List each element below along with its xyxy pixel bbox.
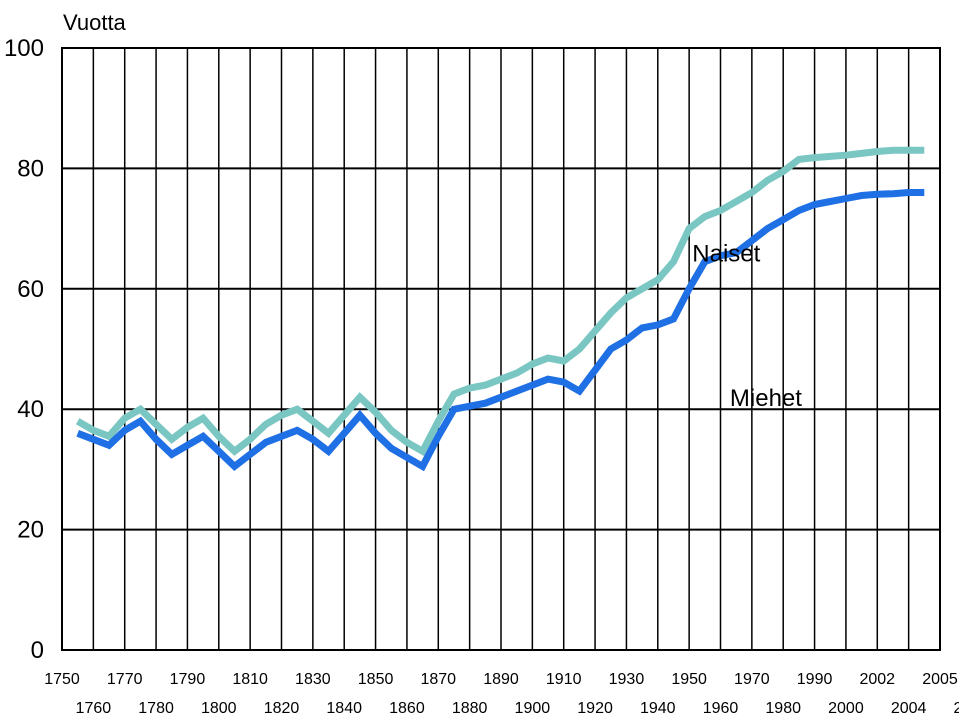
x-tick-label: 2004 xyxy=(891,700,927,717)
y-tick-label: 20 xyxy=(17,517,44,544)
x-tick-label: 2002 xyxy=(859,671,895,688)
x-tick-label: 1870 xyxy=(420,671,456,688)
chart-grid xyxy=(61,47,941,651)
chart-series xyxy=(75,146,925,472)
y-tick-label: 100 xyxy=(4,35,44,62)
x-tick-label: 1830 xyxy=(295,671,331,688)
x-tick-label: 1820 xyxy=(264,700,300,717)
x-tick-label: 1850 xyxy=(358,671,394,688)
series-line-miehet xyxy=(76,189,925,472)
x-tick-label: 1960 xyxy=(703,700,739,717)
series-annotation-label: Naiset xyxy=(692,241,760,268)
x-axis-ticks: 1750 1770 1790 1810 1830 1850 1870 1890 1910 1930… xyxy=(44,671,959,717)
y-tick-label: 80 xyxy=(17,155,44,182)
x-tick-label: 1800 xyxy=(201,700,237,717)
x-tick-label: 1810 xyxy=(232,671,268,688)
x-tick-label: 1890 xyxy=(483,671,519,688)
x-tick-label: 1790 xyxy=(170,671,206,688)
y-axis-label: Vuotta xyxy=(63,10,127,35)
x-tick-label: 2005 xyxy=(922,671,958,688)
x-tick-label: 2006 xyxy=(954,700,959,717)
x-tick-label: 1950 xyxy=(671,671,707,688)
x-tick-label: 1860 xyxy=(389,700,425,717)
series-line-naiset xyxy=(75,146,925,457)
x-tick-label: 1980 xyxy=(765,700,801,717)
x-tick-label: 1760 xyxy=(76,700,112,717)
x-tick-label: 1780 xyxy=(138,700,174,717)
x-tick-label: 1940 xyxy=(640,700,676,717)
x-tick-label: 1930 xyxy=(609,671,645,688)
x-tick-label: 1910 xyxy=(546,671,582,688)
x-tick-label: 1990 xyxy=(797,671,833,688)
y-tick-label: 0 xyxy=(31,637,44,664)
x-tick-label: 1750 xyxy=(44,671,80,688)
x-tick-label: 1920 xyxy=(577,700,613,717)
chart-annotations: Naiset Miehet xyxy=(692,241,802,412)
x-tick-label: 1840 xyxy=(326,700,362,717)
x-tick-label: 1880 xyxy=(452,700,488,717)
y-axis-ticks: 0 20 40 60 80 100 xyxy=(4,35,44,664)
x-tick-label: 1770 xyxy=(107,671,143,688)
x-tick-label: 2000 xyxy=(828,700,864,717)
y-tick-label: 40 xyxy=(17,396,44,423)
series-annotation-label: Miehet xyxy=(730,385,802,412)
y-tick-label: 60 xyxy=(17,276,44,303)
x-tick-label: 1970 xyxy=(734,671,770,688)
x-tick-label: 1900 xyxy=(515,700,551,717)
